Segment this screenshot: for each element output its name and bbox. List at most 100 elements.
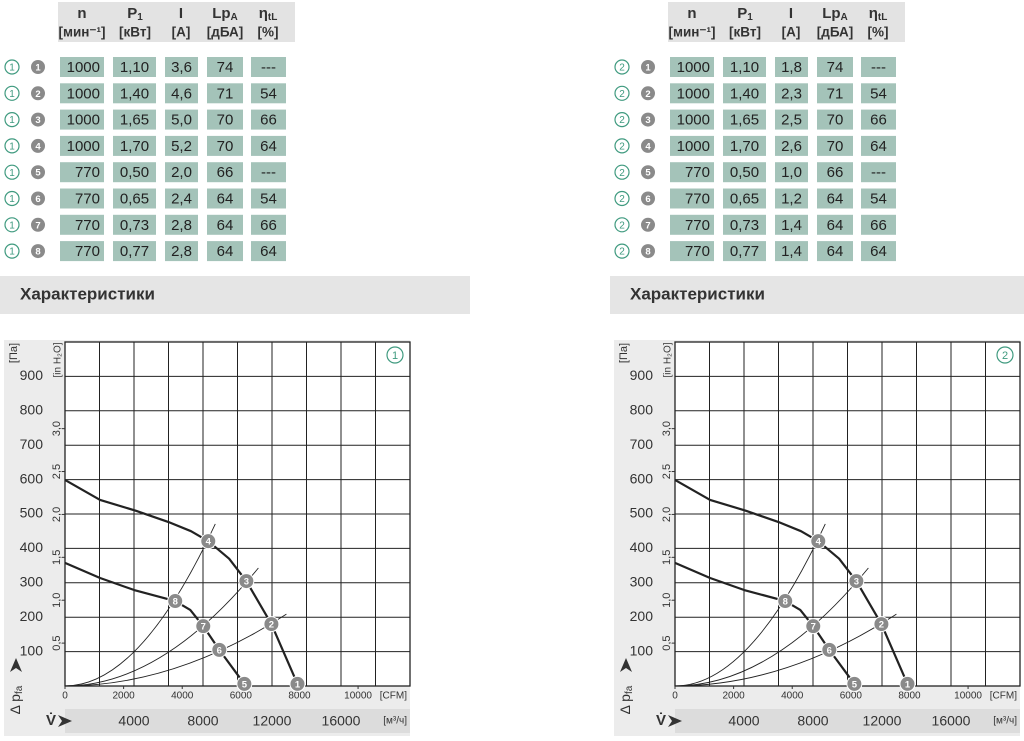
operating-point [777,593,794,610]
y2-tick-label: 3,0 [51,421,63,436]
column-name-main: n [687,5,696,22]
chart-curve-marker [996,346,1014,364]
operating-point [821,641,838,658]
cell-bg [207,135,243,156]
y2-tick-label: 2,5 [661,464,673,479]
cell-bg [861,162,896,183]
cell-value: 1,4 [781,243,802,260]
chart-curve-marker-label: 1 [392,350,398,362]
y-tick-label: 500 [630,505,654,521]
column-name: I [789,5,793,22]
cell-value: --- [261,59,276,76]
cell-bg [723,109,766,130]
cell-value: 770 [685,164,710,181]
y-tick-label: 700 [630,436,654,452]
column-unit: [мин⁻¹] [668,25,715,40]
column-name: P1 [737,5,753,23]
curve-marker [614,217,630,233]
x-label: V̇ [46,712,56,729]
curve-marker-label: 2 [619,194,625,205]
cell-bg [165,135,198,156]
cell-value: 770 [75,190,100,207]
x-label: V̇ [656,712,666,729]
cell-value: 0,65 [730,190,759,207]
column-name-sub: tL [878,12,887,23]
y-tick-label: 600 [20,470,44,486]
cell-value: 4,6 [171,85,192,102]
y-arrow [620,658,632,672]
x-tick-label: 4000 [171,691,194,702]
x-tick-label: 2000 [112,691,135,702]
x2-unit: [м³/ч] [993,716,1017,727]
cell-value: 66 [870,217,887,234]
system-line [64,613,287,687]
cell-bg [251,83,286,104]
y-tick-label: 200 [20,608,44,624]
curve-marker-label: 2 [619,142,625,153]
y-tick-label: 700 [20,436,44,452]
y2-tick-label: 1,5 [661,550,673,565]
cell-bg [165,109,198,130]
y-tick-label: 800 [20,402,44,418]
curve-marker-label: 1 [9,194,15,205]
cell-bg [113,109,156,130]
cell-bg [775,57,808,77]
cell-bg [775,214,808,235]
x-unit: [CFM] [380,691,407,702]
column-name-sub: 1 [137,12,143,23]
cell-bg [60,83,104,104]
column-name-sub: A [841,12,848,23]
cell-value: 64 [217,217,234,234]
cell-value: 770 [685,243,710,260]
point-dot [641,138,655,153]
y-label-main: Δ p [7,694,23,714]
system-line [64,523,216,687]
cell-bg [165,241,198,262]
curve-marker [614,59,630,75]
cell-bg [670,109,714,130]
column-name: I [179,5,183,22]
cell-value: 64 [217,190,234,207]
cell-bg [251,135,286,156]
cell-bg [113,57,156,77]
cell-value: --- [871,59,886,76]
point-dot [641,191,655,206]
y2-tick-label: 0,5 [51,635,63,650]
system-line [64,567,259,687]
system-line [674,613,897,687]
point-dot-label: 3 [35,115,40,126]
y-tick-label: 100 [20,642,44,658]
column-name: ηtL [869,5,888,23]
cell-value: 0,73 [120,217,149,234]
point-dot-label: 8 [645,247,650,258]
cell-value: 5,2 [171,138,192,155]
y-label-sub: fa [624,685,635,694]
y-tick-label: 400 [630,539,654,555]
y2-tick-label: 2,0 [51,507,63,522]
cell-bg [251,162,286,183]
cell-bg [670,241,714,262]
curve-marker-label: 2 [619,168,625,179]
column-name-sub: 1 [747,12,753,23]
cell-bg [60,109,104,130]
x-tick-label: 0 [672,691,678,702]
curve-marker-label: 1 [9,220,15,231]
column-unit: [A] [782,25,801,40]
cell-value: 3,6 [171,59,192,76]
point-dot [31,191,45,206]
cell-value: 54 [870,85,887,102]
fan-curve [674,478,909,685]
cell-value: 70 [217,112,234,129]
cell-value: 0,77 [120,243,149,260]
curve-marker [4,243,20,259]
table-header-bg [58,2,295,42]
cell-bg [670,162,714,183]
column-name-main: Lp [212,5,230,22]
cell-value: 1,10 [730,59,759,76]
x-arrow [58,715,72,727]
operating-point [805,618,822,635]
point-dot-label: 3 [645,115,650,126]
curve-marker [4,217,20,233]
cell-bg [723,83,766,104]
cell-bg [670,57,714,77]
